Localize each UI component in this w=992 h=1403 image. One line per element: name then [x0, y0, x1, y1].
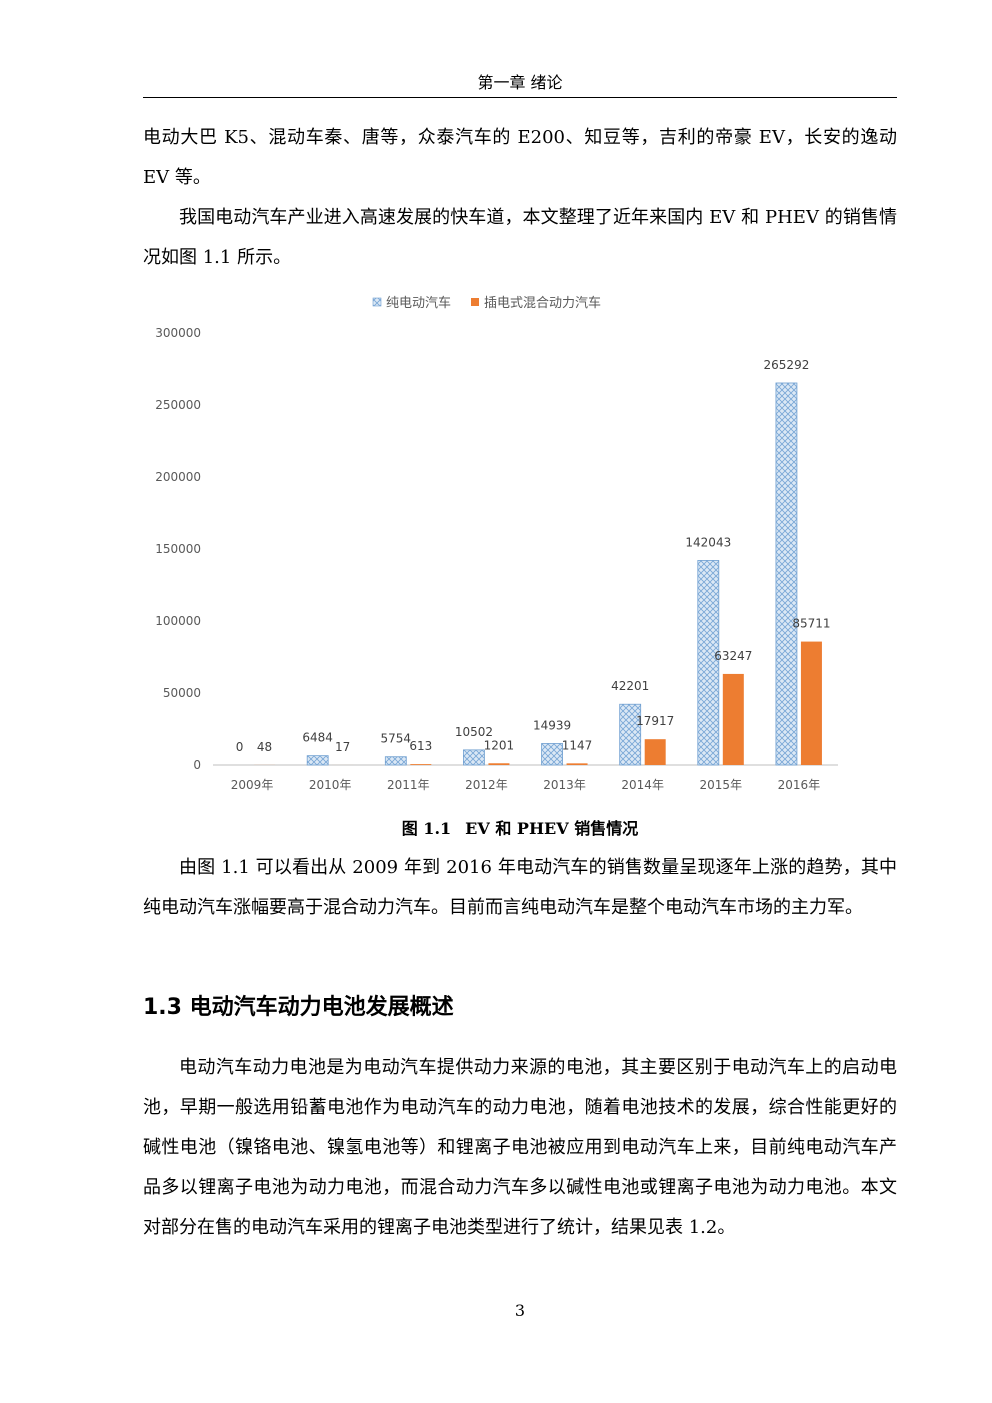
- page-header: 第一章 绪论: [477, 73, 563, 92]
- header-rule: [143, 97, 897, 98]
- bar-ev: [775, 382, 798, 766]
- x-tick-label: 2011年: [387, 778, 430, 792]
- data-label: 85711: [792, 617, 830, 631]
- figure-number: 图 1.1: [401, 819, 452, 838]
- bar-phev: [644, 739, 666, 765]
- data-label: 142043: [685, 535, 731, 549]
- paragraph-1: 电动大巴 K5、混动车秦、唐等，众泰汽车的 E200、知豆等，吉利的帝豪 EV，…: [143, 127, 897, 188]
- figure-title: EV 和 PHEV 销售情况: [465, 819, 639, 838]
- x-tick-label: 2009年: [231, 778, 274, 792]
- data-label: 63247: [714, 649, 752, 663]
- y-tick-label: 150000: [155, 542, 201, 556]
- bar-phev: [800, 641, 822, 765]
- bar-ev: [463, 749, 485, 766]
- data-label: 10502: [455, 725, 493, 739]
- x-tick-label: 2010年: [309, 778, 352, 792]
- sales-bar-chart: 纯电动汽车 插电式混合动力汽车 0 50000 100000 150000 200000 2…: [155, 295, 838, 792]
- x-tick-label: 2013年: [543, 778, 586, 792]
- legend-swatch: [372, 297, 382, 307]
- x-tick-label: 2016年: [778, 778, 821, 792]
- legend-swatch: [471, 298, 479, 306]
- section-heading: 1.3 电动汽车动力电池发展概述: [143, 995, 454, 1020]
- data-label: 48: [257, 740, 272, 754]
- data-label: 1147: [562, 738, 593, 752]
- data-label: 17917: [636, 714, 674, 728]
- y-tick-label: 0: [193, 758, 201, 772]
- y-tick-label: 100000: [155, 614, 201, 628]
- y-tick-label: 50000: [163, 686, 201, 700]
- bar-ev: [306, 755, 329, 766]
- bar-ev: [619, 703, 642, 766]
- y-tick-label: 250000: [155, 398, 201, 412]
- bar-phev: [410, 764, 432, 765]
- paragraph-3: 由图 1.1 可以看出从 2009 年到 2016 年电动汽车的销售数量呈现逐年…: [143, 857, 897, 918]
- data-label: 1201: [484, 738, 515, 752]
- y-tick-label: 200000: [155, 470, 201, 484]
- y-tick-label: 300000: [155, 326, 201, 340]
- legend-label: 纯电动汽车: [386, 295, 451, 311]
- x-tick-label: 2015年: [700, 778, 743, 792]
- data-label: 5754: [381, 732, 412, 746]
- data-label: 17: [335, 740, 350, 754]
- data-label: 0: [236, 740, 244, 754]
- bar-phev: [722, 673, 744, 765]
- paragraph-2: 我国电动汽车产业进入高速发展的快车道，本文整理了近年来国内 EV 和 PHEV …: [143, 207, 897, 268]
- x-tick-label: 2012年: [465, 778, 508, 792]
- chart-legend: 纯电动汽车 插电式混合动力汽车: [372, 295, 601, 311]
- legend-label: 插电式混合动力汽车: [484, 295, 601, 311]
- data-label: 6484: [302, 731, 333, 745]
- bar-ev: [384, 756, 407, 766]
- bar-phev: [566, 763, 588, 765]
- data-label: 42201: [611, 679, 649, 693]
- bar-phev: [488, 763, 510, 765]
- data-label: 14939: [533, 718, 571, 732]
- data-label: 613: [409, 739, 432, 753]
- bar-ev: [541, 743, 563, 766]
- page-number: 3: [514, 1301, 526, 1320]
- figure-caption: 图 1.1 EV 和 PHEV 销售情况: [143, 817, 897, 841]
- paragraph-4: 电动汽车动力电池是为电动汽车提供动力来源的电池，其主要区别于电动汽车上的启动电池…: [143, 1057, 897, 1238]
- bar-ev: [697, 560, 720, 766]
- data-label: 265292: [764, 358, 810, 372]
- x-tick-label: 2014年: [621, 778, 664, 792]
